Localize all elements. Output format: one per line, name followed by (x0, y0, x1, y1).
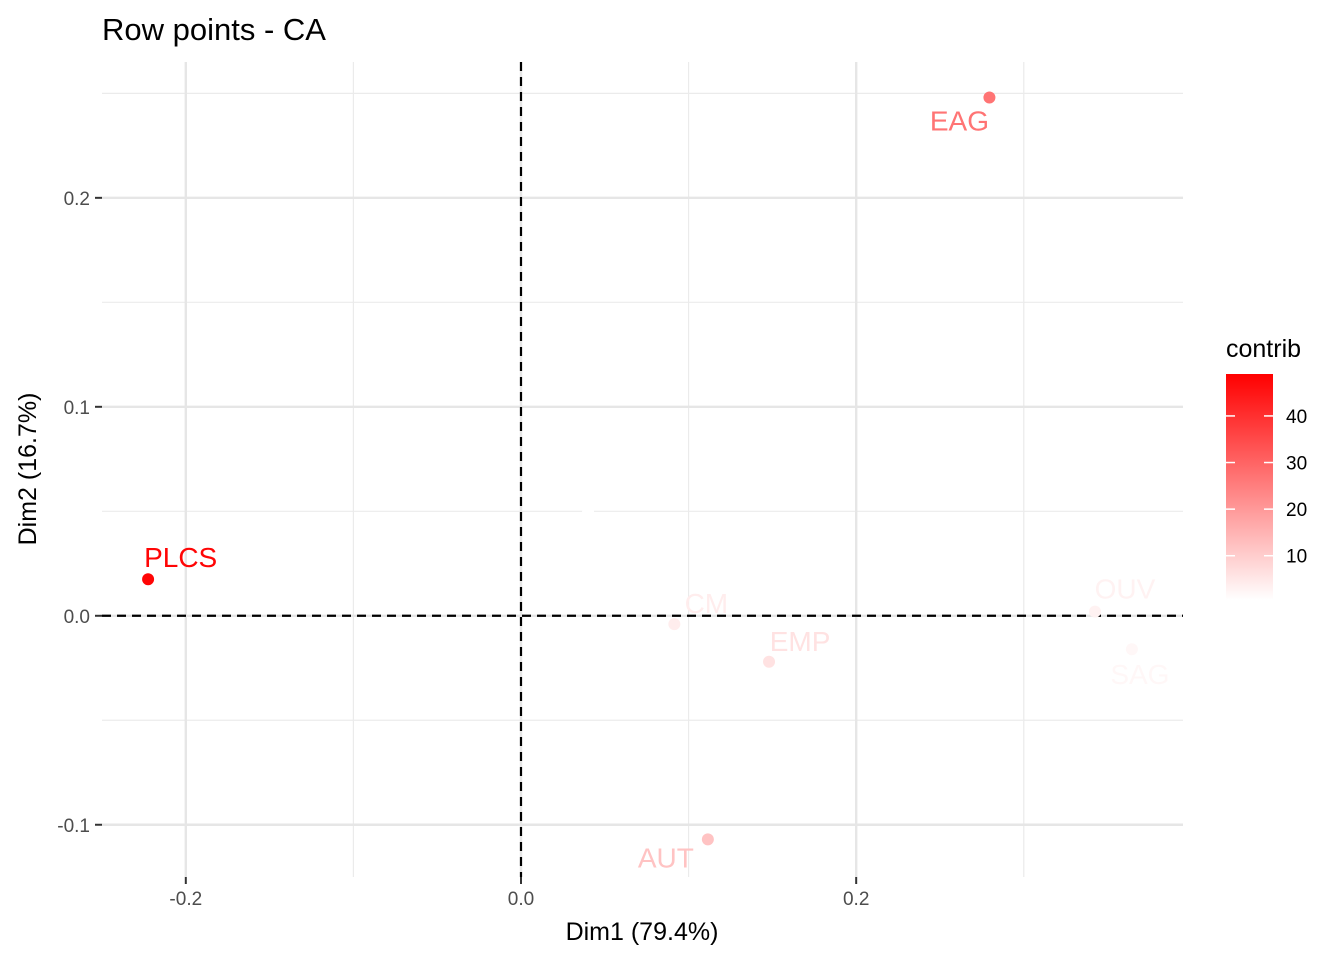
x-tick-label: -0.2 (169, 889, 202, 910)
point-labels-layer: PLCS EAG CM EMP AUT OUV SAG (144, 106, 1169, 874)
point-label-sag: SAG (1110, 659, 1169, 690)
legend-tick-label: 20 (1286, 500, 1307, 521)
point-emp (763, 655, 776, 668)
y-tick-label: 0.1 (64, 398, 90, 419)
x-tick-label: 0.2 (843, 889, 869, 910)
legend-tick-label: 40 (1286, 407, 1307, 428)
point-eag (983, 91, 996, 104)
point-label-eag: EAG (930, 106, 989, 137)
x-axis-title: Dim1 (79.4%) (566, 918, 719, 946)
point-sag (1125, 643, 1138, 656)
point-cm (668, 618, 681, 631)
x-tick-label: 0.0 (508, 889, 534, 910)
y-tick-label: 0.0 (64, 607, 90, 628)
chart-title: Row points - CA (102, 12, 326, 47)
y-tick-label: 0.2 (64, 189, 90, 210)
point-label-cm: CM (685, 588, 729, 619)
contrib-legend: contrib 10 20 30 40 (1226, 335, 1307, 600)
y-tick-label: -0.1 (57, 816, 90, 837)
point-label-ouv: OUV (1095, 574, 1156, 605)
point-label-emp: EMP (770, 626, 831, 657)
axes: -0.2 0.0 0.2 -0.1 0.0 0.1 0.2 (57, 189, 869, 910)
point-plcs (142, 573, 155, 586)
legend-ticks: 10 20 30 40 (1226, 407, 1307, 568)
reference-lines (102, 62, 1183, 877)
legend-colorbar (1226, 374, 1273, 600)
points-layer (142, 91, 1138, 846)
point-ouv (1089, 605, 1102, 618)
point-label-aut: AUT (638, 842, 694, 873)
grid-lines (102, 62, 1183, 877)
point-label-plcs: PLCS (144, 542, 217, 573)
legend-tick-label: 30 (1286, 454, 1307, 475)
legend-title: contrib (1226, 335, 1301, 363)
point-unlabeled (582, 505, 595, 518)
point-aut (701, 833, 714, 846)
y-axis-title: Dim2 (16.7%) (14, 393, 42, 546)
legend-tick-label: 10 (1286, 547, 1307, 568)
